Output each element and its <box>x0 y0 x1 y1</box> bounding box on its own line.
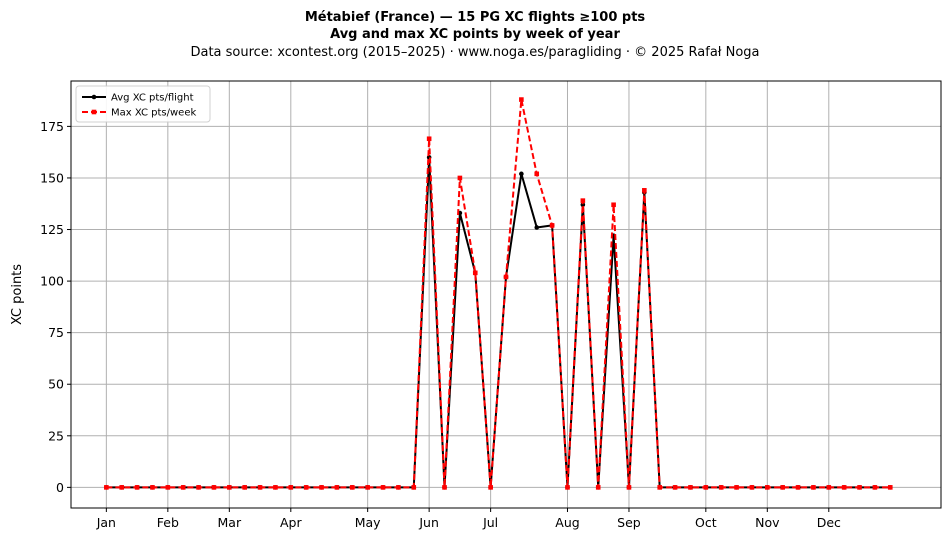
data-point <box>503 274 509 280</box>
series-line <box>106 156 891 489</box>
series-max <box>104 97 893 490</box>
data-point <box>273 485 278 490</box>
data-point <box>426 136 432 142</box>
x-tick-label: Feb <box>157 515 179 530</box>
data-point <box>549 223 555 228</box>
x-tick-label: Dec <box>817 515 841 530</box>
data-point <box>334 485 340 490</box>
y-tick-label: 150 <box>40 170 64 185</box>
data-point <box>857 485 862 490</box>
data-point <box>534 171 540 177</box>
data-point <box>196 485 201 490</box>
data-point <box>887 485 893 490</box>
data-point <box>442 485 447 490</box>
data-point <box>380 485 386 490</box>
data-point <box>718 485 724 490</box>
data-point <box>565 485 570 490</box>
x-tick-label: Jul <box>482 515 498 530</box>
data-point <box>811 485 816 490</box>
data-point <box>165 485 171 490</box>
data-point <box>411 485 417 490</box>
chart-title-line1: Métabief (France) — 15 PG XC flights ≥10… <box>305 10 646 25</box>
data-point <box>349 485 355 490</box>
x-tick-label: Sep <box>617 515 641 530</box>
x-tick-label: Jan <box>96 515 116 530</box>
series-layer <box>104 97 893 490</box>
x-tick-label: Nov <box>755 515 780 530</box>
data-point <box>642 188 647 193</box>
y-tick-label: 75 <box>48 325 64 340</box>
data-point <box>303 485 309 490</box>
data-point <box>472 270 478 276</box>
data-point <box>488 485 493 490</box>
data-point <box>457 175 463 181</box>
data-point <box>519 171 524 177</box>
grid <box>71 81 941 508</box>
x-tick-label: Apr <box>280 515 302 530</box>
data-point <box>365 485 370 490</box>
data-point <box>257 485 263 490</box>
data-point <box>319 485 324 490</box>
y-tick-label: 100 <box>40 274 64 289</box>
data-point <box>595 485 601 490</box>
data-point <box>396 485 401 490</box>
data-point <box>611 202 616 208</box>
y-axis-label: XC points <box>10 264 25 325</box>
data-point <box>734 485 739 490</box>
y-tick-label: 125 <box>40 222 64 237</box>
plot-frame <box>70 80 942 509</box>
data-point <box>288 485 294 490</box>
data-point <box>688 485 693 490</box>
y-tick-label: 0 <box>56 480 64 495</box>
chart-subtitle: Data source: xcontest.org (2015–2025) · … <box>190 45 759 60</box>
data-point <box>780 485 785 490</box>
data-point <box>872 485 878 490</box>
data-point <box>104 485 109 490</box>
y-tick-label: 25 <box>48 428 64 443</box>
data-point <box>227 485 232 490</box>
series-avg <box>104 155 893 490</box>
data-point <box>180 485 186 490</box>
x-tick-label: Oct <box>695 515 717 530</box>
data-point <box>534 225 540 230</box>
legend-marker <box>91 109 97 115</box>
data-point <box>657 485 663 490</box>
data-point <box>150 485 155 490</box>
data-point <box>795 485 801 490</box>
data-point <box>765 485 770 490</box>
data-point <box>626 485 632 490</box>
data-point <box>826 485 832 490</box>
data-point <box>841 485 847 490</box>
data-point <box>580 198 586 203</box>
data-point <box>703 485 709 490</box>
data-point <box>749 485 755 490</box>
x-tick-label: May <box>355 515 381 530</box>
y-tick-label: 175 <box>40 119 64 134</box>
axes: 0 25 50 75 100 125 150 175 Jan Feb Mar Apr May Jun Jul… <box>40 119 841 530</box>
series-line <box>106 98 891 489</box>
legend-box <box>75 85 211 123</box>
data-point <box>672 485 678 490</box>
x-tick-label: Aug <box>555 515 579 530</box>
legend-marker <box>91 94 97 100</box>
data-point <box>134 485 140 490</box>
data-point <box>519 97 524 102</box>
legend: Avg XC pts/flight Max XC pts/week <box>75 85 211 123</box>
data-point <box>211 485 217 490</box>
chart-title-line2: Avg and max XC points by week of year <box>330 27 620 42</box>
legend-label: Avg XC pts/flight <box>111 93 194 104</box>
data-point <box>119 485 125 490</box>
legend-label: Max XC pts/week <box>111 108 196 119</box>
y-tick-label: 50 <box>48 377 64 392</box>
x-tick-label: Jun <box>418 515 439 530</box>
data-point <box>242 485 247 490</box>
x-tick-label: Mar <box>218 515 242 530</box>
